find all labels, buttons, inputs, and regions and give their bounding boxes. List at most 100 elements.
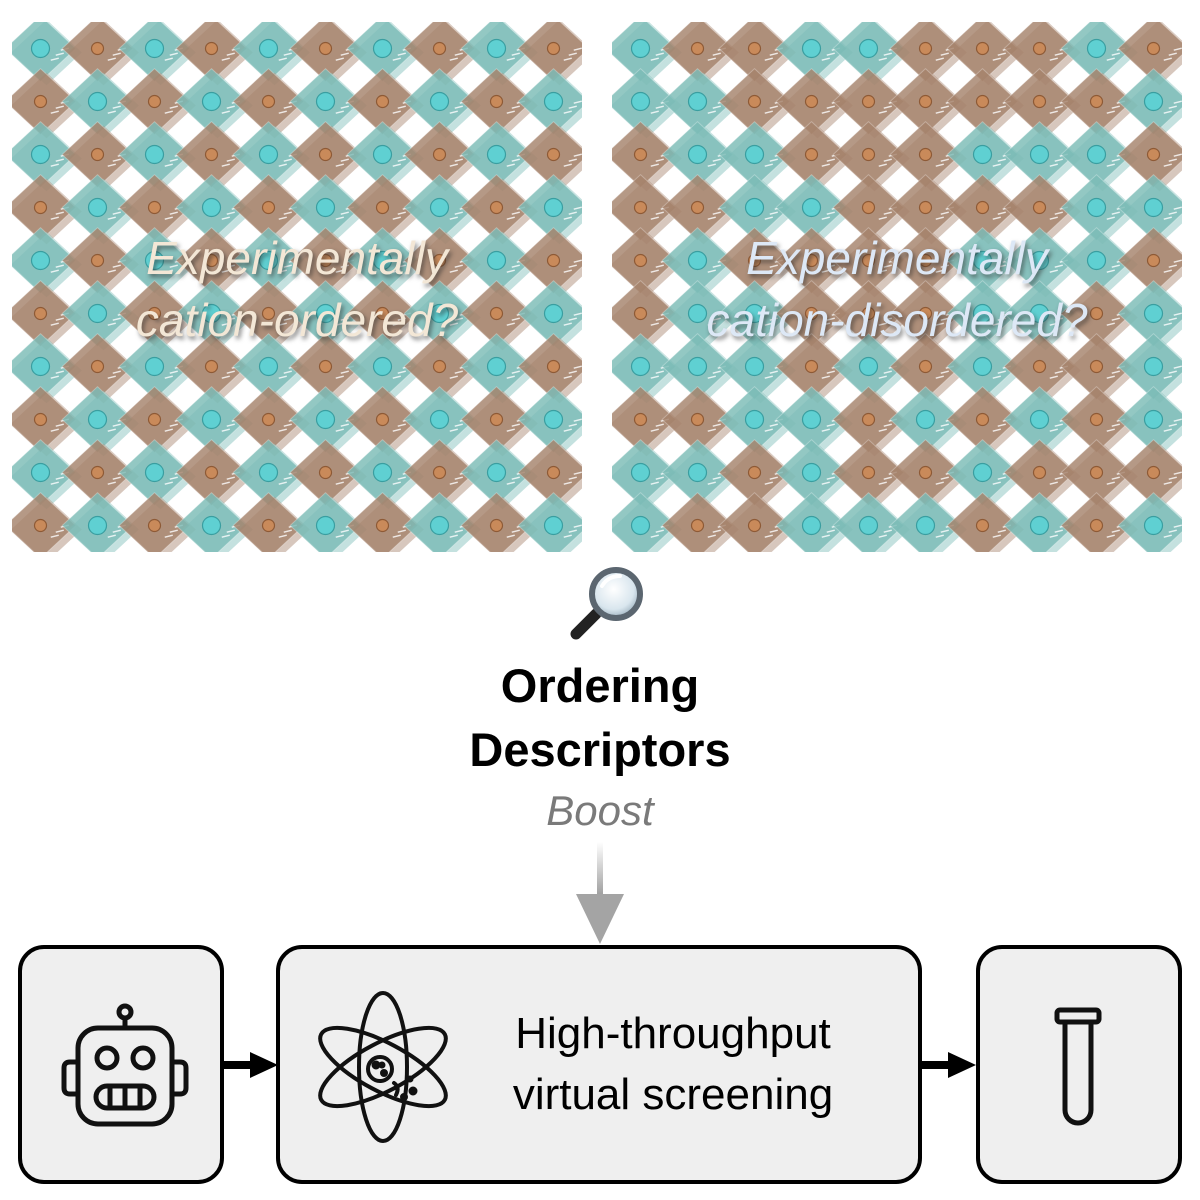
- disordered-caption: Experimentally cation-disordered?: [706, 232, 1088, 346]
- flow-arrow-to-experiment: [920, 1052, 976, 1078]
- octahedron-site: [517, 67, 582, 139]
- octahedron-site: [718, 279, 796, 351]
- octahedron-site: [12, 67, 82, 139]
- octahedron-site: [118, 279, 196, 351]
- octahedron-site: [232, 385, 310, 457]
- octahedron-site: [346, 226, 424, 298]
- octahedron-site: [1003, 332, 1081, 404]
- octahedron-site: [403, 226, 481, 298]
- octahedron-site: [889, 438, 967, 510]
- octahedron-site: [118, 226, 196, 298]
- octahedron-site: [118, 22, 196, 86]
- octahedron-site: [403, 120, 481, 192]
- magnifying-glass-icon: [570, 567, 643, 640]
- octahedron-site: [832, 173, 910, 245]
- octahedron-site: [12, 491, 82, 552]
- octahedron-site: [612, 491, 682, 552]
- octahedron-site: [61, 22, 139, 86]
- octahedron-site: [289, 173, 367, 245]
- octahedron-site: [289, 385, 367, 457]
- octahedron-site: [1003, 22, 1081, 86]
- octahedron-site: [775, 491, 853, 552]
- octahedron-site: [61, 332, 139, 404]
- octahedron-site: [775, 332, 853, 404]
- octahedron-site: [517, 491, 582, 552]
- octahedron-site: [832, 279, 910, 351]
- experiment-box: [976, 945, 1182, 1184]
- octahedron-site: [346, 385, 424, 457]
- octahedron-site: [175, 491, 253, 552]
- octahedron-site: [775, 385, 853, 457]
- octahedron-site: [289, 438, 367, 510]
- octahedron-site: [1117, 22, 1182, 86]
- robot-icon: [61, 1003, 189, 1127]
- octahedron-site: [946, 279, 1024, 351]
- octahedron-site: [1003, 226, 1081, 298]
- octahedron-site: [118, 385, 196, 457]
- octahedron-site: [946, 226, 1024, 298]
- octahedron-site: [175, 385, 253, 457]
- octahedron-site: [118, 491, 196, 552]
- octahedron-site: [346, 438, 424, 510]
- octahedron-site: [1060, 22, 1138, 86]
- octahedron-site: [1003, 67, 1081, 139]
- octahedron-site: [946, 438, 1024, 510]
- octahedron-site: [460, 491, 538, 552]
- octahedron-site: [1060, 226, 1138, 298]
- boost-label: Boost: [546, 787, 654, 834]
- octahedron-site: [718, 491, 796, 552]
- octahedron-site: [118, 332, 196, 404]
- octahedron-site: [346, 173, 424, 245]
- octahedron-site: [775, 226, 853, 298]
- octahedron-site: [832, 226, 910, 298]
- octahedron-site: [612, 22, 682, 86]
- octahedron-site: [1117, 385, 1182, 457]
- octahedron-site: [946, 385, 1024, 457]
- octahedron-site: [1117, 491, 1182, 552]
- ordered-lattice-image: [12, 22, 582, 552]
- octahedron-site: [1003, 120, 1081, 192]
- octahedron-site: [612, 438, 682, 510]
- octahedron-site: [289, 279, 367, 351]
- octahedron-site: [460, 438, 538, 510]
- screening-label: High-throughput virtual screening: [512, 1009, 834, 1119]
- octahedron-site: [61, 491, 139, 552]
- octahedron-site: [61, 67, 139, 139]
- octahedron-site: [460, 22, 538, 86]
- octahedron-site: [661, 279, 739, 351]
- octahedron-site: [832, 491, 910, 552]
- octahedron-site: [1060, 67, 1138, 139]
- octahedron-site: [889, 22, 967, 86]
- octahedron-site: [661, 332, 739, 404]
- octahedron-site: [403, 22, 481, 86]
- octahedron-site: [832, 120, 910, 192]
- octahedron-site: [346, 332, 424, 404]
- test-tube-icon: [1054, 1007, 1102, 1126]
- octahedron-site: [175, 22, 253, 86]
- octahedron-site: [612, 385, 682, 457]
- octahedron-site: [1060, 438, 1138, 510]
- octahedron-site: [61, 279, 139, 351]
- octahedron-site: [718, 67, 796, 139]
- octahedron-site: [12, 120, 82, 192]
- octahedron-site: [775, 173, 853, 245]
- octahedron-site: [118, 120, 196, 192]
- octahedron-site: [889, 173, 967, 245]
- octahedron-site: [661, 67, 739, 139]
- octahedron-site: [775, 438, 853, 510]
- octahedron-site: [232, 120, 310, 192]
- octahedron-site: [175, 120, 253, 192]
- octahedron-site: [718, 173, 796, 245]
- octahedron-site: [403, 491, 481, 552]
- octahedron-site: [1060, 491, 1138, 552]
- octahedron-site: [1117, 279, 1182, 351]
- octahedron-site: [346, 279, 424, 351]
- octahedron-site: [832, 385, 910, 457]
- octahedron-site: [661, 438, 739, 510]
- octahedron-site: [175, 226, 253, 298]
- octahedron-site: [775, 279, 853, 351]
- octahedron-site: [661, 491, 739, 552]
- virtual-screening-box: High-throughput virtual screening: [276, 945, 922, 1184]
- octahedron-site: [517, 385, 582, 457]
- octahedron-site: [1060, 173, 1138, 245]
